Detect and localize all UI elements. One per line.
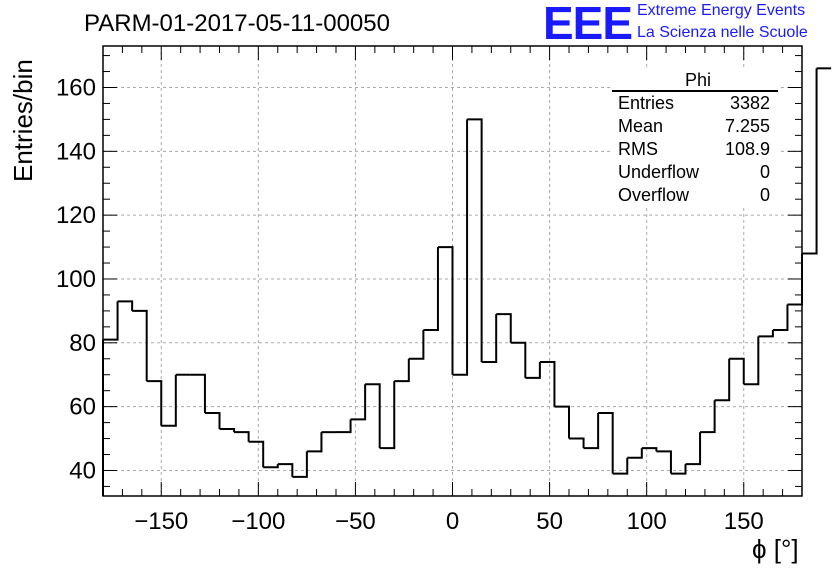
stats-value: 7.255 [724, 116, 770, 136]
histogram-bin [365, 383, 381, 449]
x-tick-label: −100 [231, 508, 285, 535]
histogram-bin [656, 450, 672, 474]
histogram-bin [263, 464, 279, 469]
stats-row-overflow: Overflow 0 [612, 184, 778, 207]
y-tick-label: 60 [69, 394, 96, 421]
histogram-bin [437, 246, 454, 375]
histogram-bin [641, 447, 658, 452]
histogram-bin [379, 381, 396, 450]
histogram-bin [539, 360, 556, 407]
histogram-bin [743, 336, 760, 386]
histogram-bin [481, 314, 498, 363]
histogram-bin [758, 330, 774, 338]
histogram-bin [394, 358, 410, 383]
stats-value: 3382 [729, 93, 770, 113]
x-tick-label: −150 [134, 508, 188, 535]
stats-label: Underflow [618, 162, 700, 182]
y-tick-label: 160 [56, 74, 96, 101]
y-axis-label: Entries/bin [8, 59, 38, 182]
stats-label: Overflow [618, 185, 690, 205]
stats-title: Phi [612, 70, 778, 92]
histogram-bin [306, 432, 323, 453]
histogram-bin [292, 451, 308, 478]
stats-label: RMS [618, 139, 658, 159]
histogram-bin [248, 440, 265, 468]
y-tick-label: 80 [69, 330, 96, 357]
histogram-bin [190, 373, 206, 414]
histogram-bin [583, 413, 600, 450]
x-tick-label: 0 [446, 508, 459, 535]
histogram-bin [146, 380, 163, 426]
histogram-bin [510, 341, 527, 378]
stats-row-underflow: Underflow 0 [612, 161, 778, 184]
histogram-bin [423, 247, 439, 332]
stats-row-mean: Mean 7.255 [612, 115, 778, 138]
histogram-bin [685, 432, 702, 466]
histogram-bin [204, 412, 221, 429]
histogram-bin [219, 427, 236, 433]
stats-row-entries: Entries 3382 [612, 92, 778, 115]
histogram-bin [700, 400, 716, 434]
stats-box: Phi Entries 3382 Mean 7.255 RMS 108.9 Un… [612, 70, 778, 207]
stats-value: 0 [759, 162, 770, 182]
histogram-bin [612, 457, 629, 475]
stats-label: Mean [618, 116, 664, 136]
logo-line-2: La Scienza nelle Scuole [637, 24, 808, 41]
histogram-bin [350, 384, 367, 421]
stats-value: 108.9 [724, 139, 770, 159]
histogram-bin [525, 361, 541, 379]
histogram-bin [627, 448, 643, 459]
histogram-bin [729, 357, 745, 385]
y-tick-label: 120 [56, 202, 96, 229]
eee-logo: EEE [543, 0, 633, 49]
histogram-bin [714, 358, 731, 402]
histogram-bin [103, 301, 119, 341]
chart-title: PARM-01-2017-05-11-00050 [84, 10, 390, 37]
histogram-bin [277, 463, 294, 477]
tick-labels: −150 −100 −50 0 50 100 150 40 60 80 100 120 140 160 [56, 74, 764, 535]
stats-label: Entries [618, 93, 675, 113]
histogram-bin [496, 313, 512, 343]
x-tick-label: 100 [627, 508, 667, 535]
x-tick-label: 150 [724, 508, 764, 535]
y-tick-label: 100 [56, 266, 96, 293]
histogram-bin [132, 309, 148, 382]
histogram-bin [336, 419, 352, 434]
histogram-bin [467, 118, 483, 362]
y-tick-label: 40 [69, 457, 96, 484]
histogram-bin [452, 119, 469, 376]
histogram-bin [234, 431, 250, 442]
histogram-bin [772, 304, 789, 332]
x-tick-label: −50 [335, 508, 376, 535]
histogram-bin [802, 68, 818, 255]
histogram-bin [408, 330, 425, 360]
axis-ticks [102, 46, 803, 496]
y-tick-label: 140 [56, 138, 96, 165]
histogram-bin [569, 437, 585, 449]
stats-row-rms: RMS 108.9 [612, 138, 778, 161]
x-axis-label: ϕ [°] [752, 534, 799, 564]
logo-line-1: Extreme Energy Events [637, 2, 806, 19]
stats-value: 0 [759, 185, 770, 205]
histogram-bin [670, 464, 687, 475]
x-tick-label: 50 [536, 508, 563, 535]
histogram-bin [554, 405, 570, 439]
histogram-bin [117, 300, 134, 311]
histogram-bin [598, 412, 614, 474]
histogram-bin [161, 374, 177, 427]
